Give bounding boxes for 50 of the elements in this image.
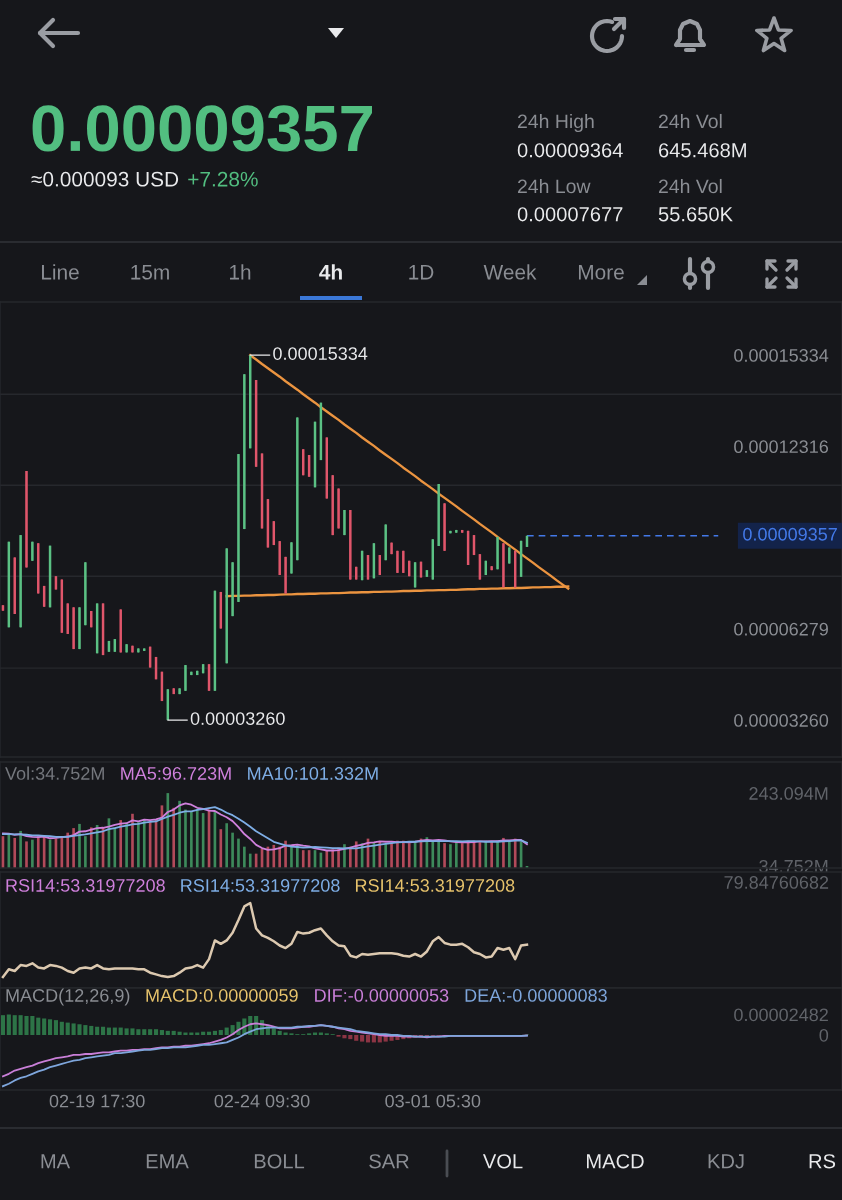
text: MA	[41, 1154, 71, 1169]
annotation: 0.00003260	[190, 712, 285, 725]
y-tick-label: 0	[819, 1028, 829, 1042]
annotation: MACD(12,26,9)	[6, 988, 130, 1006]
text: 79.84760682	[724, 876, 829, 889]
x-tick-label: 02-24 09:30	[214, 1094, 310, 1108]
annotation: Vol:34.752M	[5, 766, 104, 780]
ref-line-label: 0.00009357	[743, 527, 837, 541]
text: 24h Low	[517, 178, 591, 194]
text: 24h Vol	[658, 113, 722, 129]
text: 15m	[131, 265, 169, 280]
y-tick-label: 0.00002482	[734, 1008, 828, 1022]
x-tick-label: 02-19 17:30	[49, 1094, 145, 1108]
text: VOL	[482, 1154, 523, 1169]
text: 1h	[230, 264, 251, 280]
text: EMA	[146, 1154, 189, 1169]
y-tick-label: 0.00012316	[734, 440, 829, 454]
text: 24h Vol	[658, 178, 722, 194]
series-label: DEA:-0.00000083	[465, 989, 607, 1002]
series-label: MA5:96.723M	[121, 767, 231, 780]
text: MA10:101.332M	[248, 767, 378, 780]
text: Line	[42, 264, 79, 280]
text: SAR	[369, 1154, 409, 1169]
text: RSI14:53.31977208	[6, 879, 165, 892]
text: ≈0.000093 USD	[31, 171, 179, 187]
text: 24h High	[517, 113, 594, 133]
text: RS	[809, 1154, 836, 1169]
y-tick-label: 0.00006279	[734, 622, 828, 636]
text: BOLL	[254, 1154, 305, 1169]
annotation: MACD:0.00000059	[146, 989, 298, 1002]
text: 0.00009364	[517, 143, 623, 158]
text: More	[578, 265, 624, 280]
text: 645.468M	[659, 143, 746, 158]
text: 0.00009357	[32, 105, 373, 152]
text: +7.28%	[188, 171, 258, 187]
text: 1D	[409, 265, 434, 280]
text: Week	[483, 264, 537, 280]
text: RSI14:53.31977208	[355, 879, 515, 892]
text: MACD	[587, 1154, 644, 1169]
text: RSI14:53.31977208	[181, 879, 340, 892]
text: 4h	[319, 264, 342, 280]
annotation: 0.00015334	[273, 347, 368, 360]
text: 0.00007677	[517, 207, 623, 222]
x-tick-label: 03-01 05:30	[385, 1094, 481, 1108]
text: KDJ	[708, 1154, 744, 1169]
y-tick-label: 243.094M	[749, 787, 828, 800]
series-label: DIF:-0.00000053	[315, 989, 449, 1002]
y-tick-label: 0.00015334	[734, 349, 829, 362]
y-tick-label: 0.00003260	[734, 714, 829, 727]
text: 55.650K	[658, 207, 733, 222]
